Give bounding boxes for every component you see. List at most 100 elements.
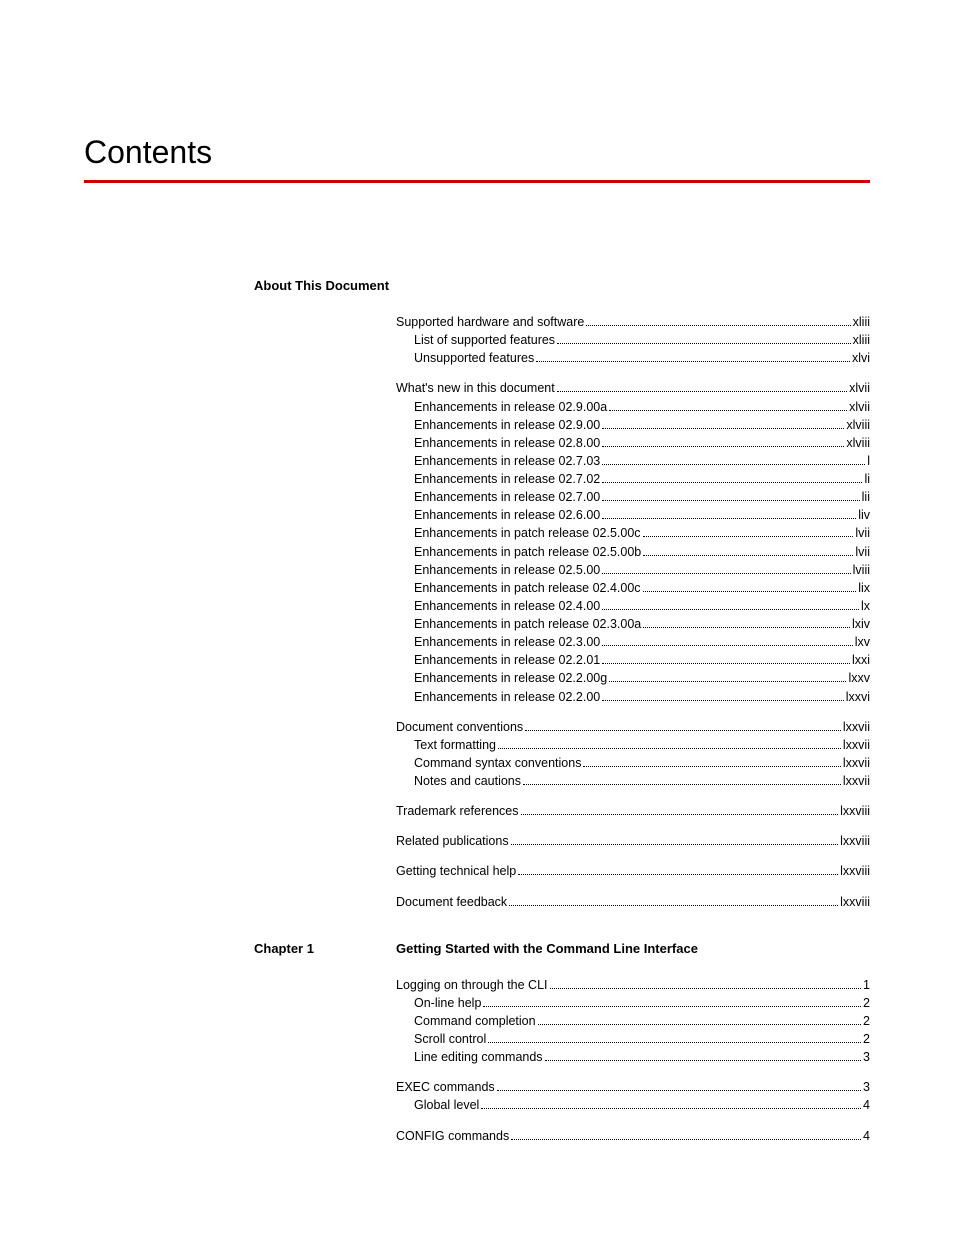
toc-entry[interactable]: Logging on through the CLI 1 — [396, 976, 870, 994]
toc-entry-page: 4 — [863, 1127, 870, 1145]
toc-entry-label: Line editing commands — [414, 1048, 543, 1066]
toc-leader-dots — [481, 1108, 861, 1109]
toc-entry-label: Enhancements in release 02.6.00 — [414, 506, 600, 524]
toc-group: What's new in this documentxlviiEnhancem… — [396, 379, 870, 705]
toc-entry[interactable]: Enhancements in patch release 02.3.00alx… — [396, 615, 870, 633]
toc-entry[interactable]: Global level 4 — [396, 1096, 870, 1114]
toc-entry-page: xlvii — [849, 398, 870, 416]
chapter-label: Chapter 1 — [254, 941, 396, 956]
toc-entry-page: lxxvii — [843, 736, 870, 754]
toc-entry[interactable]: Enhancements in release 02.4.00 lx — [396, 597, 870, 615]
toc-entry-page: 2 — [863, 1030, 870, 1048]
toc-entry-label: Command completion — [414, 1012, 536, 1030]
toc-entry-label: CONFIG commands — [396, 1127, 509, 1145]
toc-entry[interactable]: What's new in this documentxlvii — [396, 379, 870, 397]
toc-entry[interactable]: Enhancements in release 02.7.02li — [396, 470, 870, 488]
toc-entry[interactable]: Enhancements in release 02.2.01lxxi — [396, 651, 870, 669]
toc-entry[interactable]: Enhancements in release 02.6.00 liv — [396, 506, 870, 524]
toc-leader-dots — [602, 500, 859, 501]
toc-entry-page: 4 — [863, 1096, 870, 1114]
toc-entry[interactable]: Text formattinglxxvii — [396, 736, 870, 754]
toc-leader-dots — [497, 1090, 861, 1091]
toc-group: Supported hardware and softwarexliiiList… — [396, 313, 870, 367]
toc-entry[interactable]: Enhancements in release 02.8.00 xlviii — [396, 434, 870, 452]
toc-entry[interactable]: EXEC commands3 — [396, 1078, 870, 1096]
toc-entry-page: xlviii — [846, 434, 870, 452]
toc-entry-label: Supported hardware and software — [396, 313, 584, 331]
toc-entry-page: lx — [861, 597, 870, 615]
toc-entry-label: Enhancements in patch release 02.4.00c — [414, 579, 641, 597]
toc-entry-page: lxxvii — [843, 718, 870, 736]
toc-leader-dots — [643, 627, 850, 628]
toc-entry-page: xliii — [853, 331, 870, 349]
toc-group: EXEC commands3Global level 4 — [396, 1078, 870, 1114]
toc-entry[interactable]: Enhancements in release 02.3.00lxv — [396, 633, 870, 651]
toc-entry[interactable]: Enhancements in patch release 02.5.00blv… — [396, 543, 870, 561]
toc-entry[interactable]: Enhancements in release 02.9.00xlviii — [396, 416, 870, 434]
toc-leader-dots — [557, 343, 851, 344]
toc-entry-page: lxxviii — [840, 832, 870, 850]
toc-entry[interactable]: Enhancements in release 02.7.00lii — [396, 488, 870, 506]
toc-entry[interactable]: Related publicationslxxviii — [396, 832, 870, 850]
toc-entry[interactable]: Notes and cautionslxxvii — [396, 772, 870, 790]
toc-entry[interactable]: CONFIG commands 4 — [396, 1127, 870, 1145]
toc-entry[interactable]: List of supported featuresxliii — [396, 331, 870, 349]
toc-leader-dots — [518, 874, 838, 875]
toc-entry[interactable]: Document conventions lxxvii — [396, 718, 870, 736]
toc-entry-label: Notes and cautions — [414, 772, 521, 790]
toc-entry[interactable]: Enhancements in release 02.9.00axlvii — [396, 398, 870, 416]
toc-entry[interactable]: Enhancements in release 02.2.00lxxvi — [396, 688, 870, 706]
toc-entry-label: Enhancements in release 02.5.00 — [414, 561, 600, 579]
toc-entry-label: Enhancements in release 02.7.02 — [414, 470, 600, 488]
toc-entry-page: lviii — [853, 561, 870, 579]
toc-entry[interactable]: Trademark referenceslxxviii — [396, 802, 870, 820]
toc-leader-dots — [545, 1060, 862, 1061]
toc-group: Logging on through the CLI 1On-line help2… — [396, 976, 870, 1067]
toc-entry[interactable]: Document feedbacklxxviii — [396, 893, 870, 911]
toc-entry-label: Command syntax conventions — [414, 754, 581, 772]
toc-leader-dots — [602, 609, 859, 610]
toc-entry-label: Document conventions — [396, 718, 523, 736]
toc-entry-label: Enhancements in release 02.8.00 — [414, 434, 600, 452]
toc-leader-dots — [602, 645, 852, 646]
toc-leader-dots — [602, 663, 850, 664]
toc-entry[interactable]: Enhancements in release 02.2.00glxxv — [396, 669, 870, 687]
toc-entry[interactable]: Command completion 2 — [396, 1012, 870, 1030]
toc-leader-dots — [602, 428, 844, 429]
toc-entry[interactable]: Enhancements in patch release 02.5.00clv… — [396, 524, 870, 542]
toc-entry[interactable]: Enhancements in patch release 02.4.00cli… — [396, 579, 870, 597]
toc-entry-page: 3 — [863, 1078, 870, 1096]
toc-entry-page: liv — [858, 506, 870, 524]
toc-entry[interactable]: Getting technical helplxxviii — [396, 862, 870, 880]
toc-entry[interactable]: Supported hardware and softwarexliii — [396, 313, 870, 331]
toc-entry-label: Enhancements in release 02.4.00 — [414, 597, 600, 615]
toc-entry-label: Getting technical help — [396, 862, 516, 880]
toc-entry-label: Trademark references — [396, 802, 519, 820]
toc-entry-page: 1 — [863, 976, 870, 994]
toc-leader-dots — [602, 464, 865, 465]
toc-entry-label: Enhancements in release 02.3.00 — [414, 633, 600, 651]
toc-leader-dots — [602, 518, 856, 519]
toc-entry-page: 2 — [863, 1012, 870, 1030]
toc-leader-dots — [488, 1042, 861, 1043]
toc-leader-dots — [583, 766, 840, 767]
toc-entry-page: xlvii — [849, 379, 870, 397]
toc-entry[interactable]: On-line help2 — [396, 994, 870, 1012]
toc-entry[interactable]: Line editing commands3 — [396, 1048, 870, 1066]
toc-content: About This DocumentSupported hardware an… — [254, 278, 870, 1157]
toc-entry[interactable]: Enhancements in release 02.7.03l — [396, 452, 870, 470]
toc-entry-label: Global level — [414, 1096, 479, 1114]
toc-entry-label: Enhancements in release 02.2.00 — [414, 688, 600, 706]
title-rule — [84, 180, 870, 183]
toc-entry[interactable]: Scroll control2 — [396, 1030, 870, 1048]
toc-entry-page: lxxv — [848, 669, 870, 687]
toc-entry[interactable]: Enhancements in release 02.5.00 lviii — [396, 561, 870, 579]
toc-entry[interactable]: Command syntax conventionslxxvii — [396, 754, 870, 772]
toc-leader-dots — [498, 748, 841, 749]
toc-group: Related publicationslxxviii — [396, 832, 870, 850]
toc-entry-label: Logging on through the CLI — [396, 976, 548, 994]
toc-leader-dots — [643, 536, 854, 537]
toc-entry-page: lvii — [855, 543, 870, 561]
toc-entry-label: Enhancements in release 02.7.00 — [414, 488, 600, 506]
toc-entry[interactable]: Unsupported featuresxlvi — [396, 349, 870, 367]
